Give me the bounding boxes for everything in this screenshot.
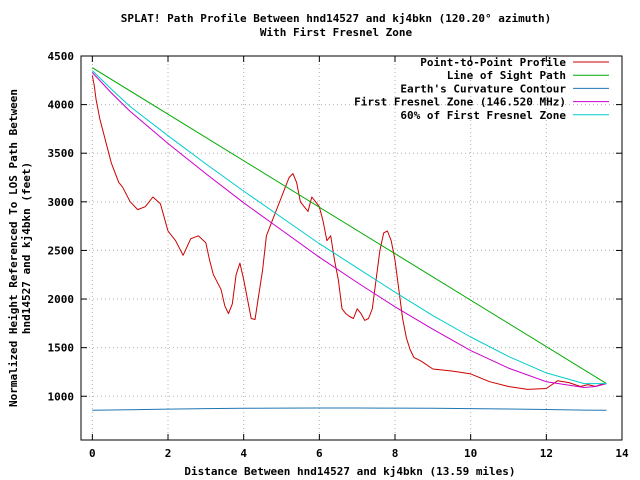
- y-tick-label: 3500: [48, 147, 75, 160]
- y-tick-label: 4500: [48, 50, 75, 63]
- x-tick-label: 12: [540, 447, 553, 460]
- x-tick-label: 0: [89, 447, 96, 460]
- x-axis-label: Distance Between hnd14527 and kj4bkn (13…: [184, 465, 515, 478]
- y-tick-label: 2000: [48, 293, 75, 306]
- legend-label: Point-to-Point Profile: [420, 56, 566, 69]
- x-tick-label: 2: [165, 447, 172, 460]
- x-tick-label: 6: [316, 447, 323, 460]
- series-line-1: [91, 75, 604, 390]
- series-line-4: [91, 72, 607, 388]
- y-tick-label: 1500: [48, 342, 75, 355]
- y-axis-label: Normalized Height Referenced To LOS Path…: [7, 89, 20, 407]
- legend-label: First Fresnel Zone (146.520 MHz): [354, 96, 566, 109]
- y-tick-label: 2500: [48, 244, 75, 257]
- plot-frame: [80, 55, 623, 441]
- x-tick-label: 14: [615, 447, 629, 460]
- y-axis-label: hnd14527 and kj4bkn (feet): [20, 162, 33, 334]
- x-tick-label: 4: [240, 447, 247, 460]
- x-tick-label: 10: [464, 447, 477, 460]
- series-line-2: [92, 67, 607, 385]
- series-line-5: [91, 70, 607, 385]
- legend-label: Line of Sight Path: [447, 69, 566, 82]
- y-tick-label: 4000: [48, 99, 75, 112]
- y-tick-label: 3000: [48, 196, 75, 209]
- x-tick-label: 8: [392, 447, 399, 460]
- chart-subtitle: With First Fresnel Zone: [260, 26, 413, 39]
- legend-label: 60% of First Fresnel Zone: [400, 109, 566, 122]
- y-tick-label: 1000: [48, 390, 75, 403]
- chart-title: SPLAT! Path Profile Between hnd14527 and…: [121, 12, 551, 25]
- legend-label: Earth's Curvature Contour: [400, 82, 566, 95]
- series-line-3: [92, 407, 607, 411]
